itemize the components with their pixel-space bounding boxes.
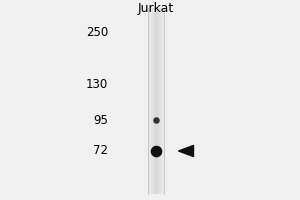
Text: 130: 130 [86, 77, 108, 90]
Bar [148, 8, 149, 194]
Bar [151, 8, 152, 194]
Bar [150, 8, 151, 194]
Bar [158, 8, 159, 194]
Text: 250: 250 [86, 25, 108, 38]
Text: 72: 72 [93, 144, 108, 158]
Bar [155, 8, 156, 194]
Bar [157, 8, 158, 194]
Bar [153, 8, 154, 194]
Bar [152, 8, 153, 194]
Bar [160, 8, 161, 194]
Point [154, 149, 158, 153]
Point [154, 118, 158, 122]
Bar [154, 8, 155, 194]
Bar [161, 8, 162, 194]
Bar [159, 8, 160, 194]
Text: 95: 95 [93, 114, 108, 127]
Bar [156, 8, 157, 194]
Bar [163, 8, 164, 194]
Bar [162, 8, 163, 194]
Polygon shape [178, 145, 194, 157]
Bar [149, 8, 150, 194]
Text: Jurkat: Jurkat [138, 2, 174, 15]
